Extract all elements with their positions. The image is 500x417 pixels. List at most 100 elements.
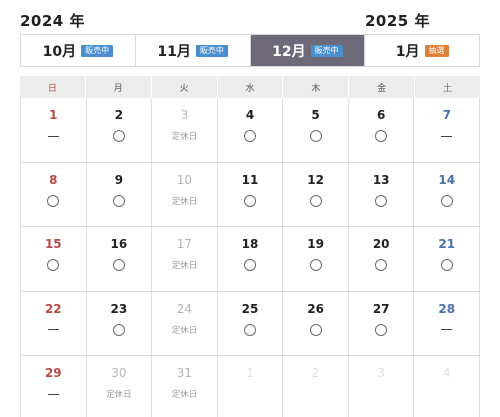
calendar-day-cell[interactable]: 21	[414, 227, 481, 291]
calendar-day-cell[interactable]: 2	[87, 98, 153, 162]
calendar-day-cell[interactable]: 9	[87, 162, 153, 226]
available-circle-icon	[309, 194, 322, 208]
calendar-day-cell[interactable]: 12	[283, 162, 349, 226]
day-number: 13	[372, 172, 390, 187]
available-circle-icon	[244, 194, 257, 208]
calendar-day-cell[interactable]: 19	[283, 227, 349, 291]
weekday-tue: 火	[152, 76, 218, 98]
circle-icon	[47, 259, 60, 271]
weekday-mon: 月	[86, 76, 152, 98]
day-number: 15	[44, 237, 62, 251]
calendar-day-cell[interactable]: 15	[21, 227, 87, 291]
available-circle-icon	[244, 129, 257, 143]
calendar-week-row: 22 23 24 定休日 25 26 27 28	[21, 291, 481, 356]
calendar-day-cell[interactable]: 4	[218, 98, 284, 162]
circle-icon	[112, 130, 125, 142]
calendar-day-cell: 31 定休日	[152, 356, 218, 417]
calendar-day-cell: 4	[414, 356, 481, 417]
circle-icon	[112, 194, 125, 207]
tab-october[interactable]: 10月 販売中	[21, 35, 136, 66]
calendar-day-cell: 10 定休日	[152, 162, 218, 226]
lottery-status-badge: 抽選	[424, 44, 449, 57]
weekday-fri: 金	[349, 76, 416, 98]
available-circle-icon	[47, 258, 60, 272]
day-number: 26	[307, 301, 324, 316]
available-circle-icon	[375, 323, 388, 337]
calendar-day-cell: 30 定休日	[87, 356, 153, 417]
calendar-week-row: 29 30 定休日 31 定休日 1 2 3 4	[21, 356, 481, 417]
calendar-day-cell: 2	[283, 356, 349, 417]
calendar-day-cell: 22	[21, 291, 87, 355]
day-number: 1	[49, 108, 58, 122]
circle-icon	[375, 259, 388, 271]
calendar-day-cell[interactable]: 5	[283, 98, 349, 162]
circle-icon	[375, 130, 388, 142]
closed-day-label: 定休日	[171, 261, 198, 271]
calendar: 日 月 火 水 木 金 土 1 2 3 定休日 4 5 6 7 8 9 10 定休日 11 12 13 14 1…	[20, 76, 481, 417]
calendar-day-cell[interactable]: 14	[414, 162, 481, 226]
available-circle-icon	[244, 323, 257, 337]
tab-month-label: 1月	[395, 43, 420, 60]
unavailable-dash-icon	[441, 323, 453, 337]
closed-day-label: 定休日	[171, 390, 198, 400]
calendar-day-cell[interactable]: 11	[218, 162, 284, 226]
day-number: 1	[246, 366, 254, 380]
available-circle-icon	[112, 258, 125, 272]
calendar-day-cell[interactable]: 27	[349, 291, 415, 355]
tab-december[interactable]: 12月 販売中	[250, 35, 366, 66]
circle-icon	[244, 130, 257, 142]
calendar-day-cell[interactable]: 13	[349, 162, 415, 226]
calendar-day-cell: 3 定休日	[152, 98, 218, 162]
day-number: 6	[377, 108, 386, 122]
circle-icon	[309, 323, 322, 336]
tab-november[interactable]: 11月 販売中	[136, 35, 251, 66]
available-circle-icon	[112, 129, 125, 143]
available-circle-icon	[244, 258, 257, 272]
day-number: 16	[110, 237, 128, 251]
tab-january[interactable]: 1月 抽選	[365, 35, 479, 66]
calendar-day-cell: 29	[21, 356, 87, 417]
calendar-day-cell[interactable]: 23	[87, 291, 153, 355]
calendar-day-cell: 3	[349, 356, 415, 417]
dash-icon	[47, 393, 59, 395]
available-circle-icon	[440, 258, 453, 272]
weekday-wed: 水	[218, 76, 284, 98]
day-number: 30	[111, 366, 127, 380]
circle-icon	[440, 194, 453, 207]
closed-day-label: 定休日	[171, 325, 198, 336]
calendar-day-cell[interactable]: 25	[218, 291, 284, 355]
sale-status-badge: 販売中	[310, 44, 343, 57]
weekday-header: 日 月 火 水 木 金 土	[20, 76, 480, 98]
circle-icon	[309, 259, 322, 271]
calendar-day-cell[interactable]: 20	[349, 227, 415, 291]
day-number: 2	[311, 366, 320, 380]
circle-icon	[309, 130, 322, 142]
sale-status-badge: 販売中	[195, 44, 228, 57]
circle-icon	[440, 259, 453, 271]
calendar-day-cell[interactable]: 6	[349, 98, 415, 162]
day-number: 19	[307, 237, 324, 251]
day-number: 4	[442, 366, 451, 380]
circle-icon	[47, 194, 60, 207]
circle-icon	[309, 194, 322, 207]
day-number: 4	[245, 108, 255, 122]
circle-icon	[375, 323, 388, 336]
tab-month-label: 12月	[272, 43, 306, 60]
day-number: 2	[114, 108, 124, 122]
day-number: 24	[176, 301, 193, 316]
day-number: 12	[307, 172, 324, 187]
calendar-day-cell[interactable]: 8	[21, 162, 87, 226]
calendar-week-row: 15 16 17 定休日 18 19 20 21	[21, 227, 481, 292]
day-number: 17	[176, 237, 193, 251]
available-circle-icon	[112, 323, 125, 337]
calendar-day-cell[interactable]: 16	[87, 227, 153, 291]
calendar-day-cell[interactable]: 26	[283, 291, 349, 355]
dash-icon	[441, 329, 453, 330]
dash-icon	[47, 135, 59, 137]
day-number: 29	[44, 366, 62, 380]
sale-status-badge: 販売中	[81, 44, 114, 57]
calendar-day-cell: 1	[218, 356, 284, 417]
calendar-day-cell: 1	[21, 98, 87, 162]
calendar-day-cell[interactable]: 18	[218, 227, 284, 291]
closed-day-label: 定休日	[106, 390, 132, 400]
